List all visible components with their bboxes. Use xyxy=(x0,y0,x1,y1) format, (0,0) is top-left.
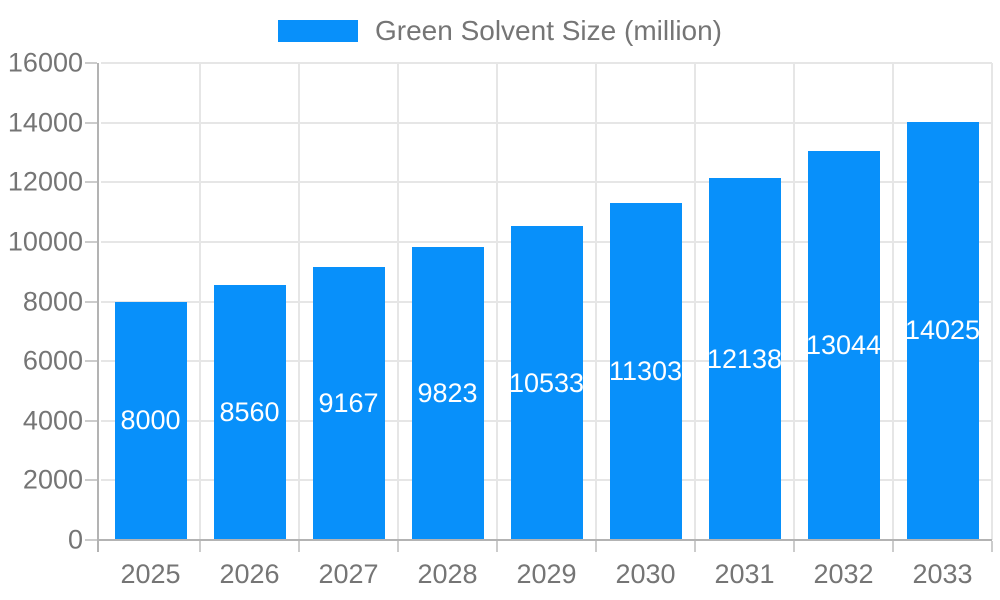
y-axis-tick xyxy=(85,62,97,64)
y-axis-tick-label: 6000 xyxy=(22,345,83,376)
bar-value-label: 9167 xyxy=(318,387,379,418)
y-axis-line xyxy=(97,63,99,552)
gridline-vertical xyxy=(892,63,894,540)
bar-value-label: 9823 xyxy=(417,378,478,409)
gridline-vertical xyxy=(793,63,795,540)
x-axis-tick xyxy=(694,541,696,552)
gridline-horizontal xyxy=(101,62,992,64)
y-axis-tick xyxy=(85,539,97,541)
legend: Green Solvent Size (million) xyxy=(0,15,1000,47)
bar-value-label: 10533 xyxy=(508,367,585,398)
bar-value-label: 8000 xyxy=(120,405,181,436)
x-axis-tick-label: 2025 xyxy=(120,559,181,589)
y-axis-tick-label: 16000 xyxy=(7,47,83,78)
y-axis-tick xyxy=(85,240,97,243)
bar-value-label: 11303 xyxy=(608,356,683,387)
x-axis-tick xyxy=(991,541,993,552)
bar-2032[interactable]: 13044 xyxy=(805,151,882,540)
x-axis-tick-label: 2031 xyxy=(714,559,775,589)
x-axis-tick xyxy=(595,541,597,552)
bar-2028[interactable]: 9823 xyxy=(411,247,484,540)
y-axis-tick-label: 14000 xyxy=(7,107,83,138)
y-axis-tick-label: 2000 xyxy=(22,464,83,495)
bar-2025[interactable]: 8000 xyxy=(114,301,187,540)
y-axis-tick xyxy=(85,181,97,184)
x-axis-tick-label: 2029 xyxy=(516,559,577,589)
gridline-vertical xyxy=(397,63,399,540)
y-axis-tick xyxy=(85,360,97,363)
x-axis-tick xyxy=(892,541,894,552)
bar-value-label: 14025 xyxy=(904,315,981,346)
y-axis-tick-label: 10000 xyxy=(7,226,83,257)
y-axis-tick xyxy=(85,300,97,303)
y-axis-tick-label: 4000 xyxy=(22,405,83,436)
bar-2029[interactable]: 10533 xyxy=(508,226,585,540)
x-axis-tick-label: 2026 xyxy=(219,559,280,589)
bar-2027[interactable]: 9167 xyxy=(312,266,385,540)
x-axis-tick xyxy=(397,541,399,552)
x-axis-tick-label: 2027 xyxy=(318,559,379,589)
gridline-vertical xyxy=(199,63,201,540)
gridline-vertical xyxy=(595,63,597,540)
x-axis-tick xyxy=(199,541,201,552)
y-axis-tick-label: 0 xyxy=(67,524,83,555)
bar-2033[interactable]: 14025 xyxy=(904,121,981,540)
y-axis-tick xyxy=(85,419,97,422)
y-axis-tick xyxy=(85,479,97,482)
x-axis-line xyxy=(97,539,992,541)
x-axis-tick-label: 2028 xyxy=(417,559,478,589)
x-axis-tick xyxy=(298,541,300,552)
gridline-horizontal xyxy=(101,121,992,124)
x-axis-tick xyxy=(496,541,498,552)
legend-swatch xyxy=(277,20,358,42)
bar-2026[interactable]: 8560 xyxy=(213,284,286,540)
bar-value-label: 8560 xyxy=(219,396,280,427)
x-axis-tick-label: 2032 xyxy=(813,559,874,589)
bar-value-label: 13044 xyxy=(805,330,882,361)
y-axis-tick-label: 12000 xyxy=(7,166,83,197)
gridline-vertical xyxy=(298,63,300,540)
x-axis-tick-label: 2030 xyxy=(615,559,676,589)
gridline-vertical xyxy=(694,63,696,540)
legend-label: Green Solvent Size (million) xyxy=(374,15,723,46)
bar-2031[interactable]: 12138 xyxy=(706,178,783,540)
x-axis-tick xyxy=(793,541,795,552)
gridline-vertical xyxy=(991,63,993,540)
y-axis-tick-label: 8000 xyxy=(22,286,83,316)
bar-value-label: 12138 xyxy=(706,343,783,374)
y-axis-tick xyxy=(85,121,97,124)
bar-2030[interactable]: 11303 xyxy=(608,203,683,540)
gridline-horizontal xyxy=(101,181,992,184)
plot-area: 8000 8560 9167 9823 10533 11303 12138 13044 1402… xyxy=(101,62,993,540)
gridline-vertical xyxy=(496,63,498,540)
x-axis-tick-label: 2033 xyxy=(912,559,973,589)
